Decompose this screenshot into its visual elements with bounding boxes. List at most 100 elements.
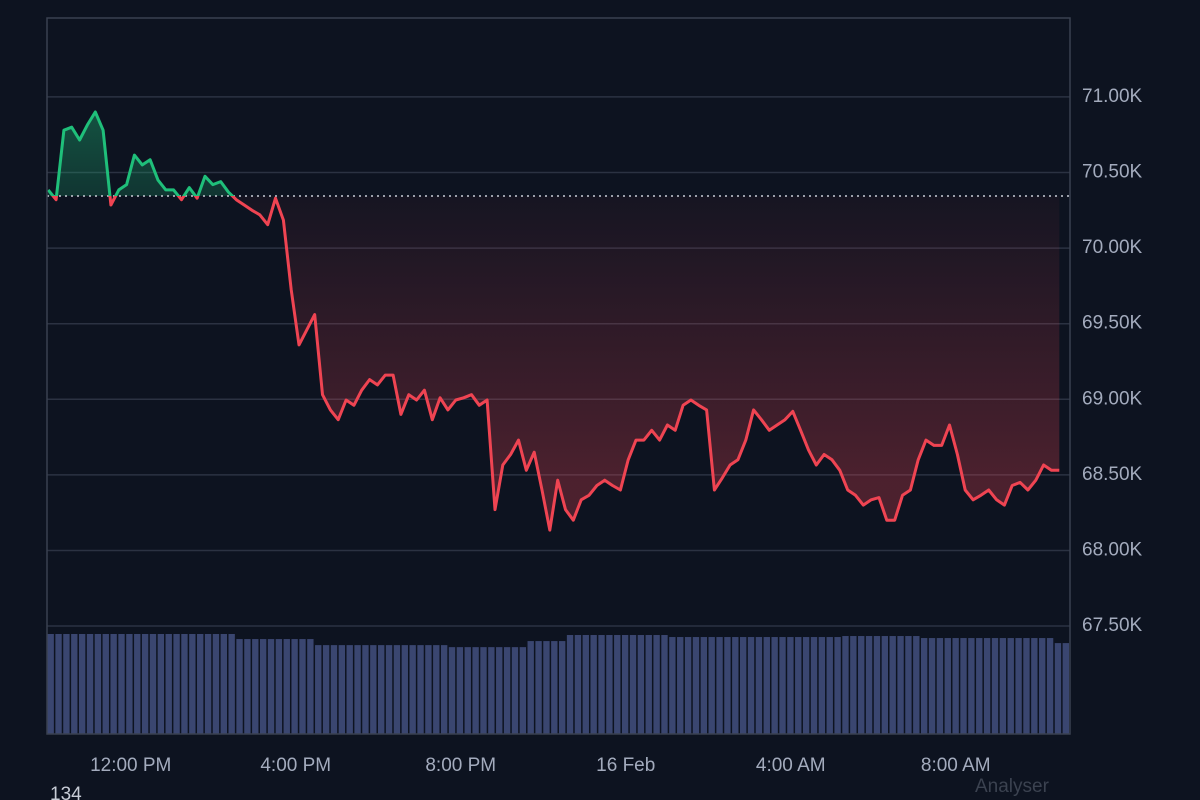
x-tick-label: 4:00 PM [260,755,331,776]
volume-bar [157,634,165,734]
volume-bar [503,647,511,734]
y-tick-label: 68.00K [1082,539,1143,560]
volume-bar [574,635,582,734]
volume-bar [464,647,471,734]
volume-bar [189,634,196,734]
volume-bar [1046,638,1054,734]
plot-frame [46,17,1071,735]
volume-bar [795,637,802,734]
volume-bar [212,634,220,734]
volume-bar [102,634,109,734]
volume-bar [920,638,928,734]
volume-bar [267,639,275,734]
volume-bar [779,637,786,734]
volume-bar [401,645,408,734]
volume-bar [802,637,810,734]
volume-bar [322,645,330,734]
price-line [47,110,1060,532]
volume-bar [991,638,999,734]
volume-bar [905,636,912,734]
volume-bar [881,636,889,734]
volume-bar [739,637,747,734]
y-tick-label: 69.50K [1082,313,1143,334]
volume-bar [149,634,157,734]
volume-bar [126,634,133,734]
volume-bar [551,641,558,734]
volume-bar [976,638,983,734]
volume-bar [913,636,920,734]
volume-bar [338,645,346,734]
volume-bar [425,645,432,734]
volume-bar [1023,638,1030,734]
volume-bar [393,645,401,734]
volume-bar [692,637,700,734]
volume-bar [519,647,527,734]
volume-bar [873,636,881,734]
y-tick-label: 70.00K [1082,237,1143,258]
volume-bar [559,641,566,734]
volume-bar [771,637,778,734]
volume-bar [252,639,259,734]
volume-bar [315,645,322,734]
volume-bar [1007,638,1014,734]
volume-bar [606,635,613,734]
volume-bar [496,647,503,734]
volume-bar [134,634,141,734]
volume-bar [173,634,180,734]
x-tick-label: 8:00 PM [425,755,496,776]
volume-bar [362,645,369,734]
volume-bar [63,634,70,734]
volume-bar [936,638,944,734]
volume-bar [1015,638,1022,734]
volume-bar [960,638,967,734]
volume-bar [865,636,873,734]
volume-bar [590,635,597,734]
x-tick-label: 4:00 AM [756,755,826,776]
volume-bar [78,634,86,734]
volume-bar [566,635,574,734]
volume-bar [763,637,770,734]
volume-bar [291,639,298,734]
y-tick-label: 69.00K [1082,388,1143,409]
volume-bar [86,634,94,734]
area [48,112,1060,531]
volume-bar [480,647,487,734]
volume-bar [1031,638,1038,734]
volume-bar [669,637,676,734]
volume-bar [307,639,314,734]
volume-bar [897,636,904,734]
volume-bar [614,635,621,734]
volume-bar [535,641,542,734]
volume-bar [999,638,1007,734]
volume-bar [928,638,936,734]
volume-bar [621,635,629,734]
volume-bar [228,634,235,734]
volume-bar [968,638,975,734]
volume-bar [472,647,479,734]
volume-bar [456,647,464,734]
volume-bar [1054,643,1062,734]
y-tick-label: 71.00K [1082,86,1143,107]
volume-bar [71,634,78,734]
volume-bar [378,645,385,734]
volume-bar [677,637,684,734]
volume-bar [834,637,841,734]
footer-right: Analyser [975,776,1050,797]
volume-bar [716,637,723,734]
x-tick-label: 12:00 PM [90,755,171,776]
volume-bar [787,637,794,734]
volume-bar [1062,643,1069,734]
volume-bar [181,634,188,734]
volume-bar [448,647,456,734]
volume-bar [370,645,377,734]
volume-bar [488,647,495,734]
volume-bar [818,637,826,734]
volume-bar [220,634,227,734]
footer-left: 134 [50,784,82,800]
volume-bar [645,635,652,734]
volume-bar [732,637,739,734]
volume-bar [637,635,645,734]
volume-bar [810,637,818,734]
volume-bar [543,641,550,734]
volume-bar [1039,638,1046,734]
